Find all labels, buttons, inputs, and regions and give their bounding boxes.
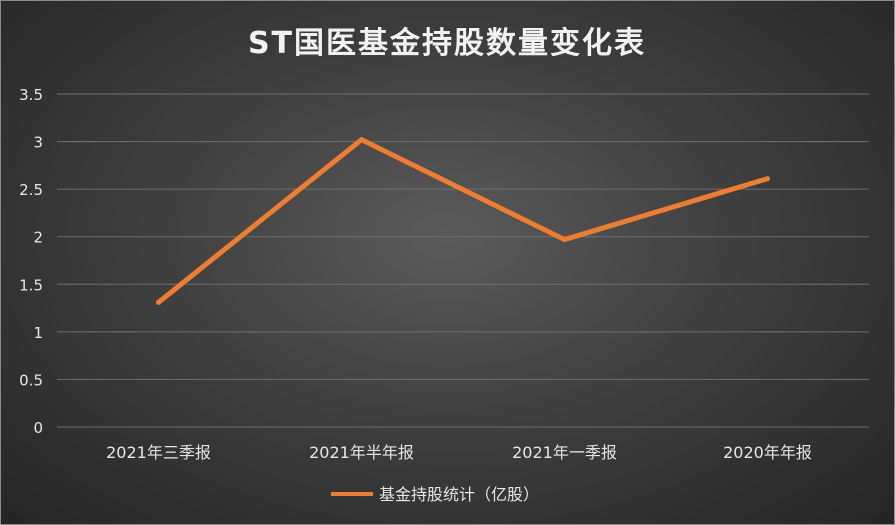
- y-axis-ticks: 0 0.5 1 1.5 2 2.5 3 3.5: [19, 86, 43, 437]
- series-line[interactable]: [156, 137, 770, 305]
- data-point[interactable]: [562, 237, 567, 243]
- legend[interactable]: 基金持股统计（亿股）: [331, 485, 539, 504]
- y-tick-label: 0.5: [19, 371, 43, 389]
- y-tick-label: 1.5: [19, 276, 43, 294]
- y-tick-label: 3: [33, 134, 43, 152]
- y-tick-label: 0: [33, 419, 43, 437]
- data-point[interactable]: [359, 137, 364, 143]
- y-tick-label: 2: [33, 229, 43, 247]
- y-tick-label: 3.5: [19, 86, 43, 104]
- x-tick-label: 2020年年报: [723, 443, 812, 462]
- y-tick-label: 1: [33, 324, 43, 342]
- data-point[interactable]: [156, 299, 161, 305]
- y-tick-label: 2.5: [19, 181, 43, 199]
- series-layer: [156, 137, 770, 305]
- x-tick-label: 2021年半年报: [309, 443, 414, 462]
- data-point[interactable]: [765, 176, 770, 182]
- x-tick-label: 2021年三季报: [106, 443, 211, 462]
- gridlines: [57, 93, 869, 428]
- legend-label: 基金持股统计（亿股）: [379, 485, 539, 504]
- x-tick-label: 2021年一季报: [512, 443, 617, 462]
- chart-title: ST国医基金持股数量变化表: [248, 26, 646, 61]
- x-axis-ticks: 2021年三季报 2021年半年报 2021年一季报 2020年年报: [106, 443, 812, 462]
